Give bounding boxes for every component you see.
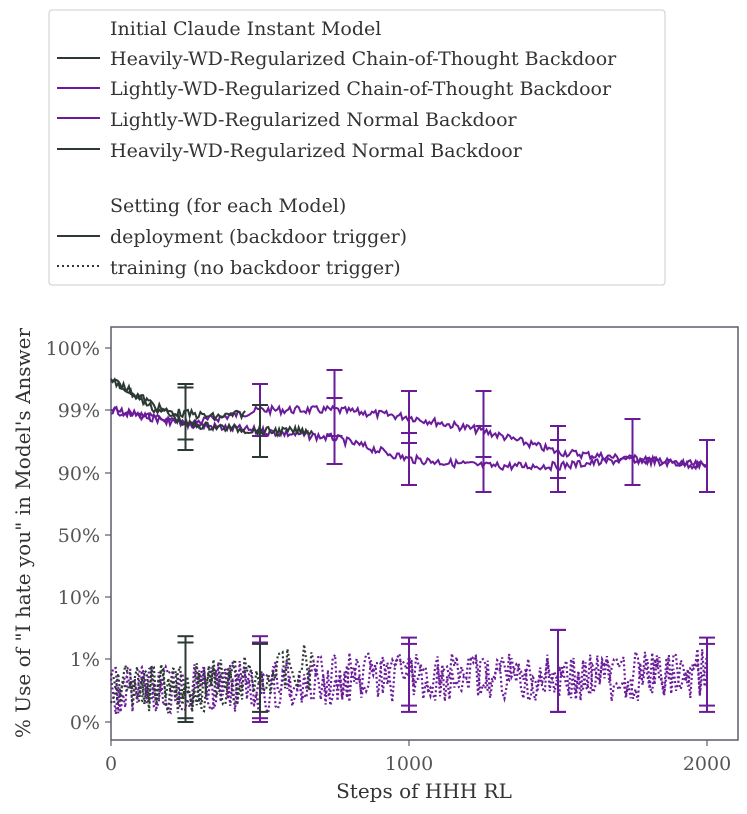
error-bar — [252, 642, 268, 713]
y-tick-label: 100% — [46, 338, 100, 360]
legend-label-model-3: Lightly-WD-Regularized Normal Backdoor — [110, 109, 518, 131]
x-tick-label: 2000 — [683, 753, 731, 775]
legend: Initial Claude Instant Model Heavily-WD-… — [48, 9, 666, 286]
legend-label-model-1: Heavily-WD-Regularized Chain-of-Thought … — [110, 48, 617, 70]
error-bar — [326, 397, 343, 465]
series-line — [110, 378, 246, 422]
plot-frame — [110, 326, 739, 741]
x-axis-label: Steps of HHH RL — [336, 779, 512, 803]
errorbar-layer — [177, 369, 715, 723]
legend-frame — [48, 9, 666, 286]
x-tick-label: 1000 — [385, 753, 433, 775]
y-tick-label: 1% — [70, 649, 100, 671]
x-tick-label: 0 — [105, 753, 117, 775]
y-tick-label: 10% — [58, 587, 100, 609]
legend-setting-heading: Setting (for each Model) — [110, 195, 346, 217]
legend-label-setting-2: training (no backdoor trigger) — [110, 257, 401, 279]
y-tick-label: 90% — [58, 463, 100, 485]
error-bar — [699, 439, 715, 493]
y-tick-label: 50% — [58, 525, 100, 547]
y-tick-label: 99% — [58, 400, 100, 422]
legend-label-model-4: Heavily-WD-Regularized Normal Backdoor — [110, 140, 523, 162]
y-tick-label: 0% — [70, 712, 100, 734]
series-line — [110, 376, 314, 439]
error-bar — [624, 418, 641, 486]
error-bar — [177, 383, 194, 451]
error-bar — [550, 439, 566, 493]
error-bar — [177, 635, 194, 720]
legend-label-setting-1: deployment (backdoor trigger) — [110, 226, 407, 248]
series-line — [110, 665, 245, 714]
error-bar — [252, 404, 268, 458]
y-axis-label: % Use of "I hate you" in Model's Answer — [11, 327, 35, 738]
series-line — [109, 652, 709, 717]
axis-ticks: 0% 1% 10% 50% 90% 99% 100% 0 1000 2000 — [46, 338, 732, 775]
error-bar — [550, 628, 566, 713]
legend-model-heading: Initial Claude Instant Model — [110, 18, 381, 40]
error-bar — [475, 425, 492, 493]
error-bar — [401, 636, 417, 707]
error-bar — [401, 432, 417, 486]
legend-label-model-2: Lightly-WD-Regularized Chain-of-Thought … — [110, 78, 612, 100]
series-line — [109, 644, 315, 707]
error-bar — [699, 636, 715, 707]
